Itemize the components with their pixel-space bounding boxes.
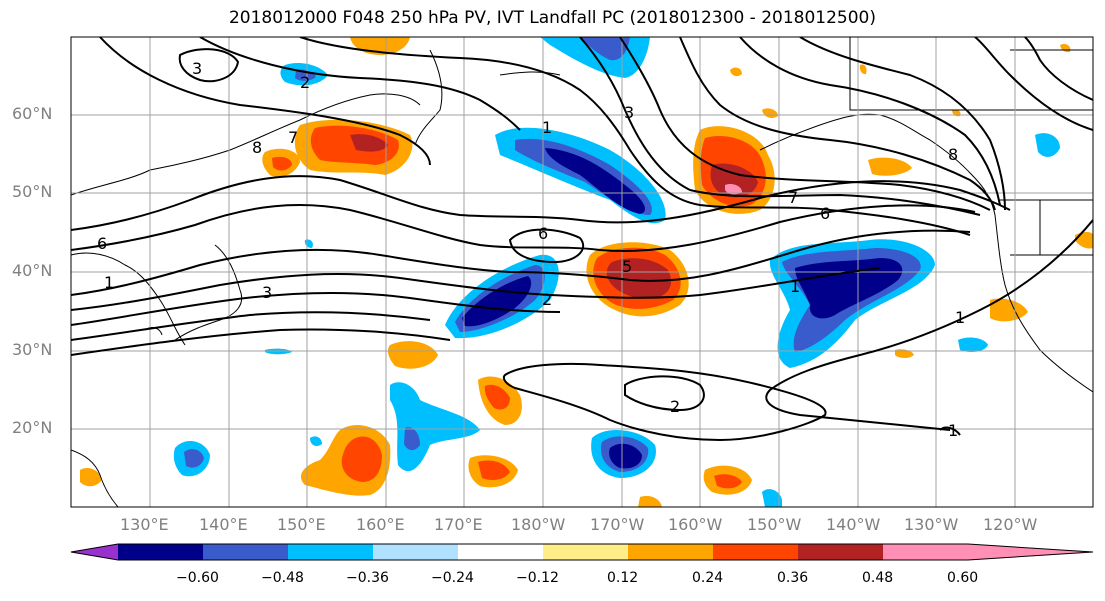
pv-contours <box>71 37 1093 442</box>
lon-label: 170°E <box>434 515 483 534</box>
colorbar-tick-label: −0.24 <box>431 570 474 586</box>
contour-label: 3 <box>192 59 202 78</box>
contour-label: 7 <box>288 128 298 147</box>
lon-label: 150°E <box>277 515 326 534</box>
lon-label: 160°E <box>356 515 405 534</box>
lon-label: 160°W <box>668 515 723 534</box>
colorbar-tick-label: 0.24 <box>692 570 724 586</box>
contour-label: 3 <box>624 103 634 122</box>
map-content: 3 2 7 8 1 3 6 6 7 6 5 1 2 1 3 2 1 8 1 <box>71 37 1093 507</box>
colorbar-segment <box>628 544 713 560</box>
contour-label: 3 <box>262 283 272 302</box>
colorbar-segment <box>288 544 373 560</box>
contour-label: 8 <box>252 138 262 157</box>
contour-label: 2 <box>300 73 310 92</box>
contour-label: 6 <box>538 224 548 243</box>
contour-label: 1 <box>542 118 552 137</box>
colorbar-segment <box>118 544 203 560</box>
lat-label: 50°N <box>12 182 53 201</box>
contour-label: 1 <box>104 273 114 292</box>
colorbar-tick-label: −0.60 <box>176 570 219 586</box>
contour-label: 1 <box>955 308 965 327</box>
colorbar-segment <box>798 544 883 560</box>
colorbar-extend-low <box>71 544 118 560</box>
colorbar-extend-high <box>968 544 1093 560</box>
lon-label: 140°E <box>199 515 248 534</box>
lon-label: 150°W <box>747 515 802 534</box>
contour-label: 6 <box>97 234 107 253</box>
colorbar-segment <box>713 544 798 560</box>
contour-label: 1 <box>790 277 800 296</box>
lon-label: 130°W <box>904 515 959 534</box>
negative-anomaly-fills <box>173 37 1060 507</box>
lon-label: 120°W <box>983 515 1038 534</box>
lat-label: 40°N <box>12 261 53 280</box>
contour-label: 8 <box>948 145 958 164</box>
colorbar-tick-label: −0.48 <box>261 570 304 586</box>
contour-label: 1 <box>948 421 958 440</box>
contour-label: 6 <box>820 204 830 223</box>
lon-label: 170°W <box>590 515 645 534</box>
coastlines <box>71 37 1093 507</box>
colorbar-tick-label: −0.36 <box>346 570 389 586</box>
lon-label: 180°W <box>511 515 566 534</box>
colorbar-tick-label: 0.12 <box>607 570 639 586</box>
contour-label: 5 <box>622 257 632 276</box>
colorbar-segment <box>203 544 288 560</box>
colorbar-segment <box>373 544 458 560</box>
map-frame <box>70 36 1094 508</box>
colorbar-segment <box>458 544 543 560</box>
colorbar-tick-label: −0.12 <box>516 570 559 586</box>
colorbar <box>70 543 1094 561</box>
contour-label: 7 <box>788 188 798 207</box>
map-title: 2018012000 F048 250 hPa PV, IVT Landfall… <box>228 8 876 28</box>
colorbar-tick-label: 0.48 <box>862 570 894 586</box>
colorbar-tick-label: 0.36 <box>777 570 809 586</box>
contour-label: 2 <box>670 397 680 416</box>
colorbar-segment <box>883 544 968 560</box>
lat-label: 30°N <box>12 340 53 359</box>
lon-label: 140°W <box>826 515 881 534</box>
colorbar-segment <box>543 544 628 560</box>
colorbar-tick-label: 0.60 <box>947 570 979 586</box>
lon-label: 130°E <box>120 515 169 534</box>
contour-label: 2 <box>542 290 552 309</box>
lat-label: 20°N <box>12 418 53 437</box>
lat-label: 60°N <box>12 104 53 123</box>
contour-label-set: 3 2 7 8 1 3 6 6 7 6 5 1 2 1 3 2 1 8 1 <box>97 59 965 440</box>
